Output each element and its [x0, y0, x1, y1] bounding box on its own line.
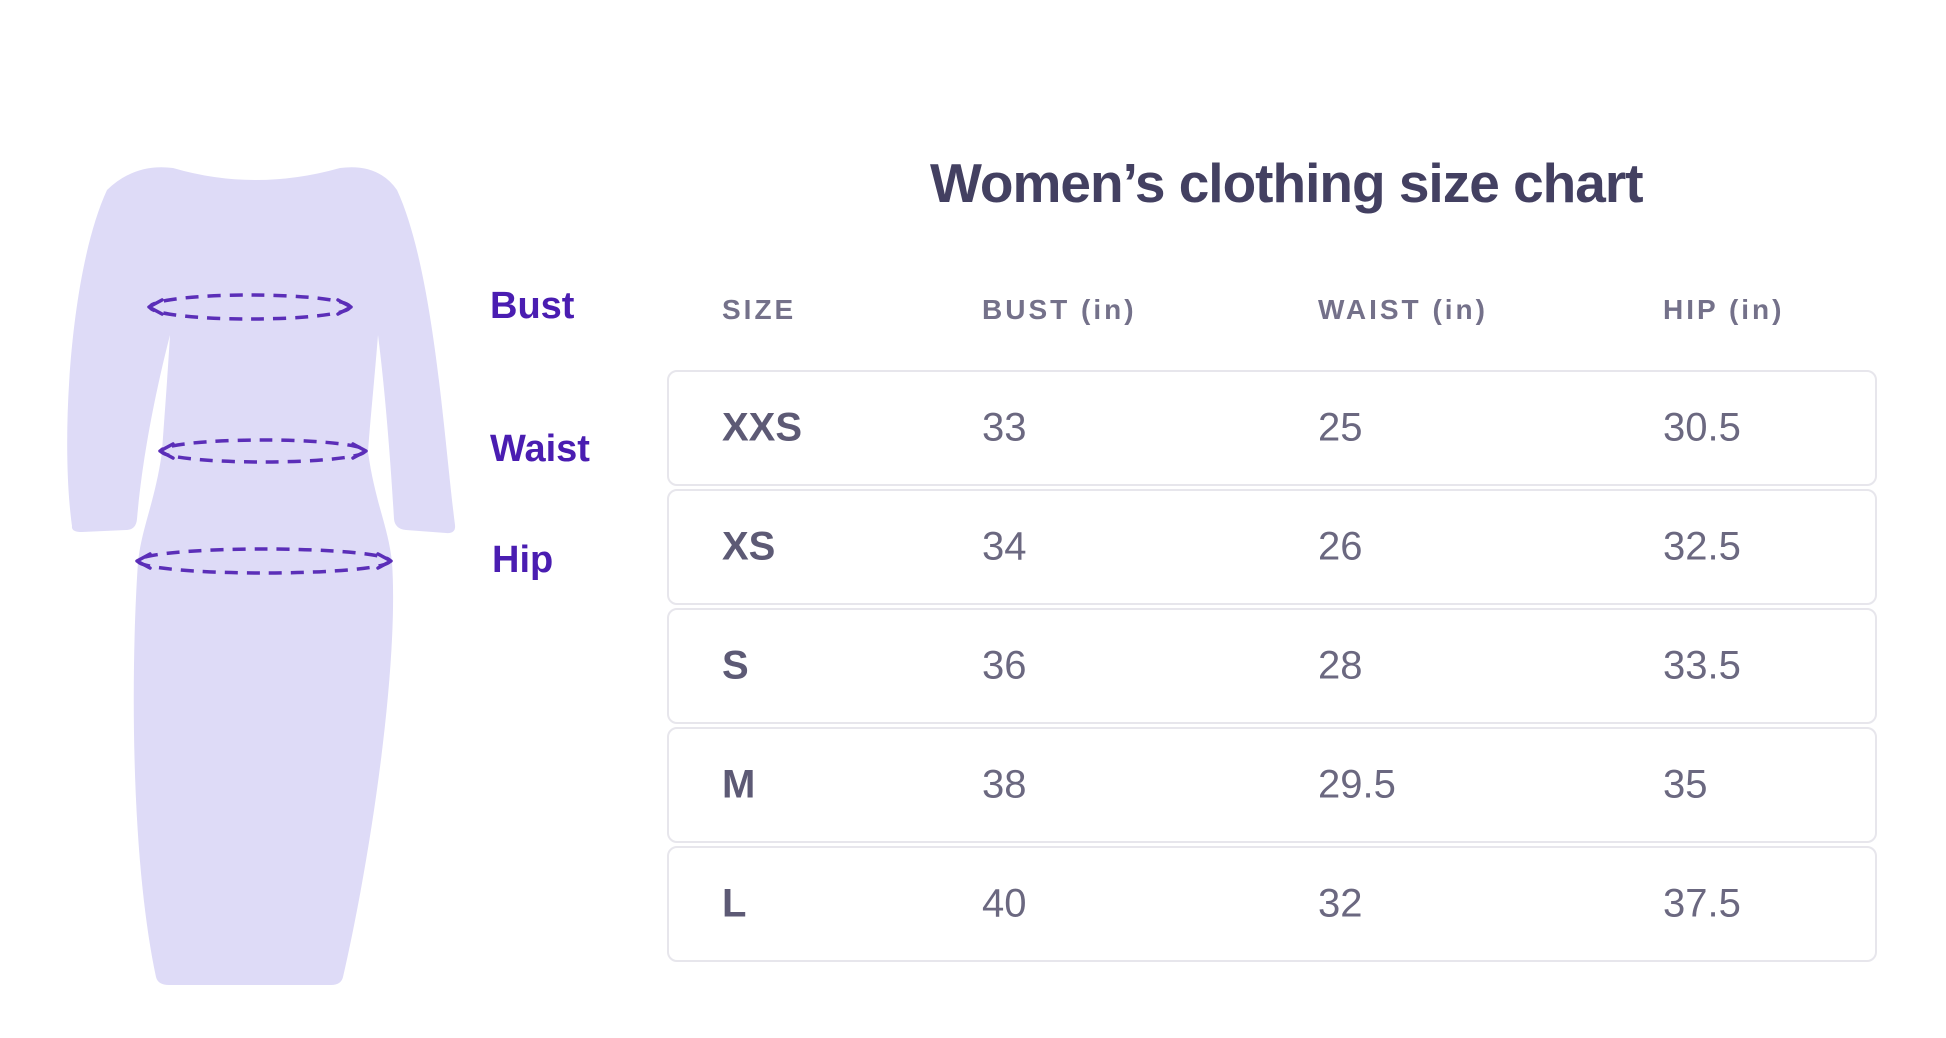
bust-cell: 40 [982, 881, 1027, 926]
bust-cell: 33 [982, 405, 1027, 450]
size-cell: L [722, 881, 747, 926]
table-row: XS 34 26 32.5 [667, 489, 1877, 605]
bust-cell: 36 [982, 643, 1027, 688]
size-column-header: SIZE [722, 294, 797, 325]
waist-cell: 28 [1318, 643, 1363, 688]
hip-label: Hip [492, 539, 554, 581]
table-header-row: SIZE BUST (in) WAIST (in) HIP (in) [667, 294, 1877, 330]
waist-cell: 32 [1318, 881, 1363, 926]
size-cell: S [722, 643, 749, 688]
size-table: XXS 33 25 30.5 XS 34 26 32.5 S 36 28 33.… [667, 370, 1877, 965]
waist-cell: 29.5 [1318, 762, 1396, 807]
dress-illustration [67, 167, 456, 985]
waist-arrow-left-icon [158, 442, 175, 460]
bust-arrow-left-icon [147, 298, 164, 316]
bust-cell: 38 [982, 762, 1027, 807]
hip-cell: 32.5 [1663, 524, 1741, 569]
hip-cell: 33.5 [1663, 643, 1741, 688]
table-row: L 40 32 37.5 [667, 846, 1877, 962]
bust-arrow-right-icon [336, 298, 353, 316]
waist-column-header: WAIST (in) [1318, 294, 1488, 325]
table-row: XXS 33 25 30.5 [667, 370, 1877, 486]
size-cell: XXS [722, 405, 803, 450]
page-title: Women’s clothing size chart [930, 151, 1644, 214]
waist-cell: 25 [1318, 405, 1363, 450]
table-row: M 38 29.5 35 [667, 727, 1877, 843]
hip-column-header: HIP (in) [1663, 294, 1785, 325]
waist-label: Waist [490, 428, 590, 470]
bust-label: Bust [490, 285, 575, 327]
hip-arrow-right-icon [376, 552, 393, 570]
hip-cell: 30.5 [1663, 405, 1741, 450]
waist-cell: 26 [1318, 524, 1363, 569]
dress-silhouette [67, 167, 456, 985]
waist-arrow-right-icon [351, 442, 368, 460]
bust-column-header: BUST (in) [982, 294, 1137, 325]
hip-arrow-left-icon [135, 552, 152, 570]
bust-cell: 34 [982, 524, 1027, 569]
hip-cell: 37.5 [1663, 881, 1741, 926]
hip-cell: 35 [1663, 762, 1708, 807]
size-cell: M [722, 762, 756, 807]
table-row: S 36 28 33.5 [667, 608, 1877, 724]
size-cell: XS [722, 524, 776, 569]
